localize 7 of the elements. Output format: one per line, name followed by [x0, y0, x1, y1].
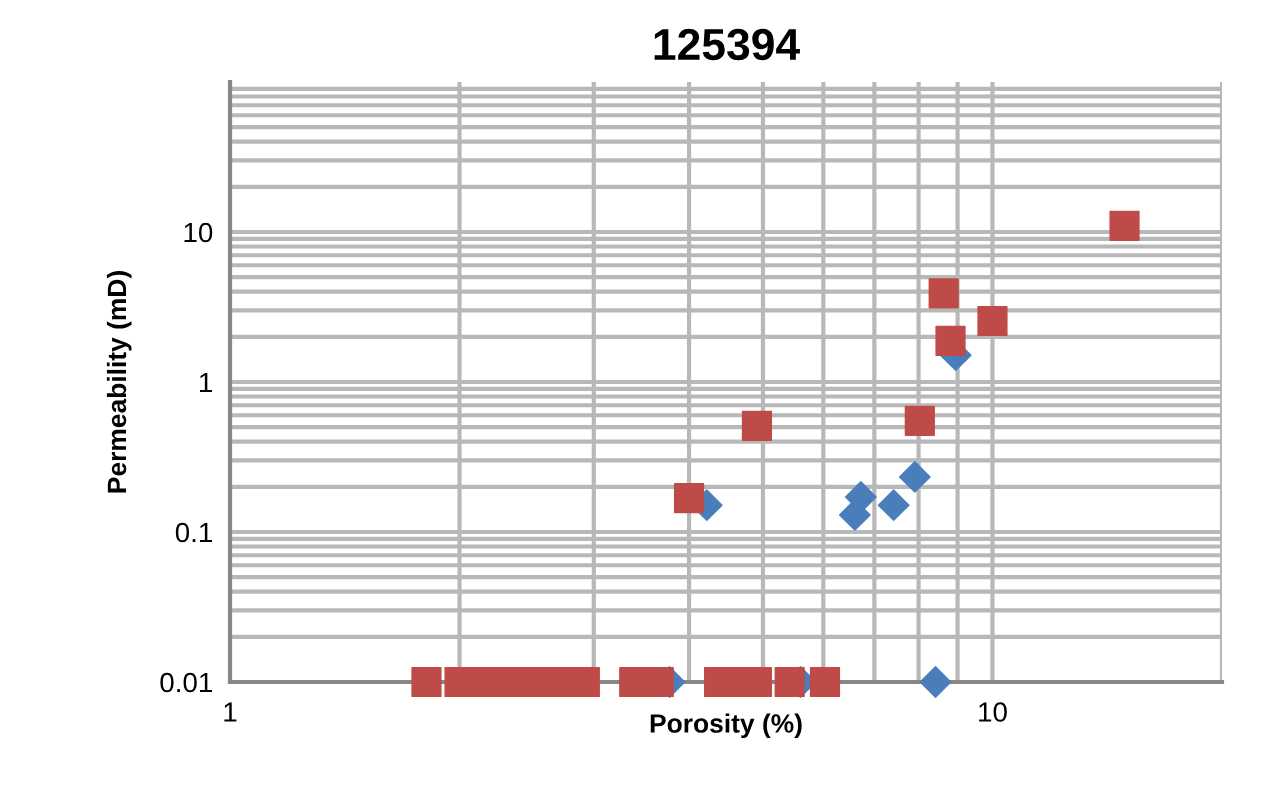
y-tick-label: 1	[200, 372, 212, 393]
chart-title: 125394	[654, 28, 800, 61]
y-tick-label: 0.1	[175, 522, 212, 543]
y-axis-title: Permeability (mD)	[106, 271, 132, 493]
x-axis-title: Porosity (%)	[650, 713, 802, 739]
y-tick-label: 10	[184, 222, 213, 243]
y-tick-label: 0.01	[160, 672, 212, 693]
